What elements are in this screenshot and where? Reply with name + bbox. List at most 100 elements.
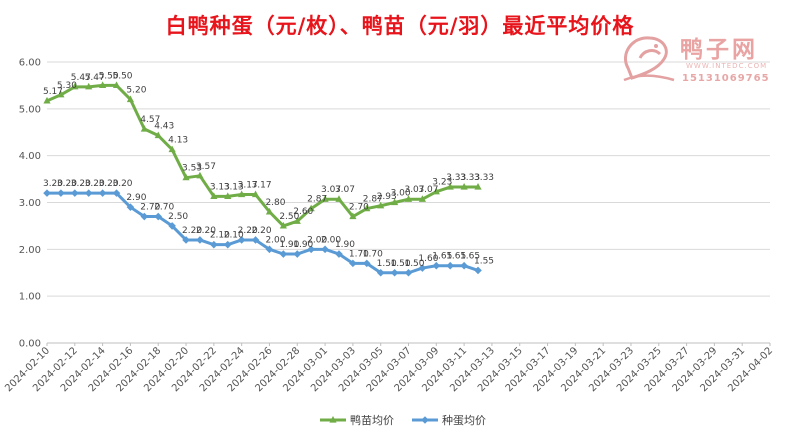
data-label: 3.17 xyxy=(238,181,258,191)
data-point xyxy=(446,261,455,270)
y-tick-label: 1.00 xyxy=(19,292,41,303)
data-point xyxy=(57,90,65,98)
data-label: 1.50 xyxy=(377,259,397,269)
data-label: 2.50 xyxy=(279,212,299,222)
chart-title: 白鸭种蛋（元/枚）、鸭苗（元/羽）最近平均价格 xyxy=(165,14,635,38)
data-point xyxy=(210,240,218,249)
data-point xyxy=(376,268,385,277)
data-point xyxy=(460,261,468,270)
legend-label: 鸭苗均价 xyxy=(350,414,394,427)
data-point xyxy=(210,192,218,200)
data-point xyxy=(377,201,385,209)
legend-label: 种蛋均价 xyxy=(442,413,486,427)
data-point xyxy=(390,268,399,277)
data-point xyxy=(349,212,357,220)
data-point xyxy=(321,195,329,202)
data-label: 1.50 xyxy=(391,259,411,269)
watermark-phone: 15131069765 xyxy=(682,73,770,84)
y-tick-label: 6.00 xyxy=(19,58,41,69)
data-point xyxy=(140,212,149,221)
data-point xyxy=(363,204,371,212)
data-point xyxy=(251,236,260,244)
data-label: 3.13 xyxy=(224,182,244,192)
data-label: 1.90 xyxy=(335,240,355,250)
data-point xyxy=(57,189,65,197)
data-label: 5.50 xyxy=(99,71,119,81)
data-labels: 5.175.305.475.475.505.505.204.574.434.13… xyxy=(43,71,494,268)
data-point xyxy=(349,259,357,268)
data-label: 2.10 xyxy=(224,231,244,241)
data-label: 1.55 xyxy=(474,256,494,266)
data-label: 3.17 xyxy=(252,181,272,191)
data-label: 3.33 xyxy=(446,173,466,183)
data-label: 3.23 xyxy=(432,178,452,188)
legend-marker xyxy=(421,416,429,424)
data-label: 3.13 xyxy=(210,182,230,192)
data-label: 2.50 xyxy=(168,212,188,222)
data-point xyxy=(237,236,246,244)
data-label: 2.20 xyxy=(238,226,258,236)
data-point xyxy=(321,245,329,254)
watermark-name: 鸭子网 xyxy=(680,37,758,63)
data-point xyxy=(99,81,107,89)
data-label: 3.20 xyxy=(71,179,91,189)
data-point xyxy=(182,236,190,244)
data-label: 2.70 xyxy=(154,203,174,213)
data-point xyxy=(238,190,246,198)
data-label: 3.53 xyxy=(182,164,202,174)
y-tick-label: 3.00 xyxy=(19,198,41,209)
x-axis-ticks: 2024-02-102024-02-122024-02-142024-02-16… xyxy=(3,343,775,394)
data-point xyxy=(224,192,232,200)
data-point xyxy=(71,82,79,90)
data-point xyxy=(279,250,288,258)
data-label: 2.60 xyxy=(293,207,313,217)
data-label: 1.70 xyxy=(363,249,383,259)
data-label: 2.00 xyxy=(321,235,341,245)
data-label: 1.90 xyxy=(293,240,313,250)
data-label: 3.20 xyxy=(85,179,105,189)
data-point xyxy=(85,82,93,90)
watermark-site: WWW.INTEDC.COM xyxy=(686,62,768,70)
data-label: 3.20 xyxy=(112,179,132,189)
legend-marker xyxy=(329,416,337,423)
data-label: 2.10 xyxy=(210,231,230,241)
data-point xyxy=(112,81,121,89)
data-point xyxy=(432,187,440,195)
data-point xyxy=(279,221,287,229)
data-label: 2.00 xyxy=(307,235,327,245)
data-label: 3.20 xyxy=(57,179,77,189)
data-point xyxy=(71,189,79,197)
data-point xyxy=(418,195,427,202)
data-point xyxy=(474,266,482,275)
data-point xyxy=(362,259,371,268)
data-label: 3.33 xyxy=(474,173,494,183)
data-label: 2.70 xyxy=(140,203,160,213)
data-label: 5.47 xyxy=(85,73,105,83)
data-label: 1.70 xyxy=(349,249,369,259)
data-point xyxy=(265,207,274,215)
data-label: 1.65 xyxy=(460,252,480,262)
data-label: 1.50 xyxy=(404,259,424,269)
y-tick-label: 0.00 xyxy=(19,339,41,350)
data-point xyxy=(84,189,93,197)
data-point xyxy=(335,250,343,258)
data-label: 5.50 xyxy=(112,71,132,81)
data-label: 3.07 xyxy=(335,185,355,195)
data-point xyxy=(404,195,413,202)
data-label: 3.20 xyxy=(43,179,63,189)
data-point xyxy=(168,222,176,230)
data-point xyxy=(418,264,427,272)
data-point xyxy=(404,268,413,277)
data-point xyxy=(126,95,135,103)
data-point xyxy=(168,145,176,153)
data-label: 4.57 xyxy=(140,115,160,125)
y-tick-label: 4.00 xyxy=(19,151,41,162)
data-label: 2.87 xyxy=(307,195,327,205)
data-label: 2.93 xyxy=(377,192,397,202)
data-label: 2.80 xyxy=(265,198,285,208)
data-label: 3.33 xyxy=(460,173,480,183)
watermark: 鸭子网 WWW.INTEDC.COM 15131069765 xyxy=(618,28,796,90)
data-point xyxy=(265,245,274,254)
y-tick-label: 2.00 xyxy=(19,245,41,256)
